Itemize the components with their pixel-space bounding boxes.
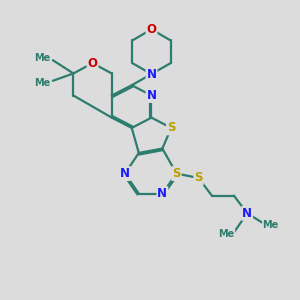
Text: O: O — [88, 57, 98, 70]
Text: N: N — [146, 89, 157, 102]
Text: N: N — [120, 167, 130, 180]
Text: Me: Me — [34, 78, 51, 88]
Text: Me: Me — [34, 53, 51, 63]
Text: S: S — [194, 172, 203, 184]
Text: N: N — [146, 68, 157, 80]
Text: S: S — [167, 122, 176, 134]
Text: N: N — [242, 207, 252, 220]
Text: Me: Me — [218, 229, 235, 239]
Text: N: N — [158, 187, 167, 200]
Text: O: O — [146, 23, 157, 36]
Text: S: S — [172, 167, 181, 180]
Text: Me: Me — [262, 220, 279, 230]
